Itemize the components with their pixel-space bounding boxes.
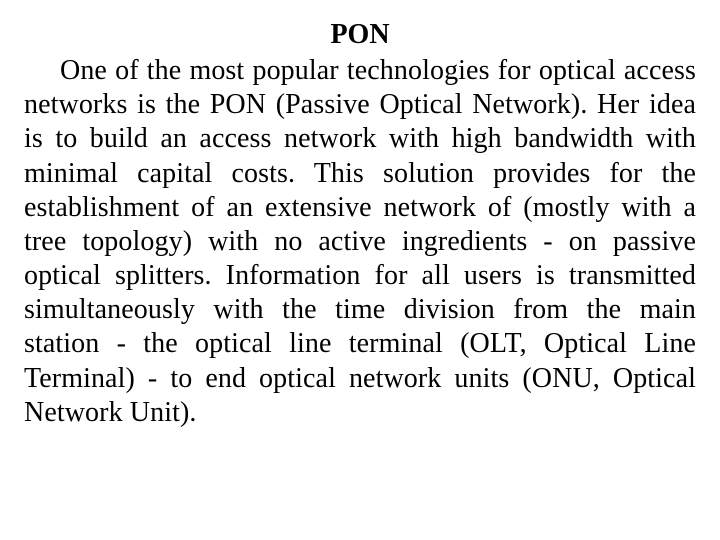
- document-title: PON: [24, 18, 696, 52]
- document-body-paragraph: One of the most popular technologies for…: [24, 54, 696, 430]
- document-page: PON One of the most popular technologies…: [0, 0, 720, 540]
